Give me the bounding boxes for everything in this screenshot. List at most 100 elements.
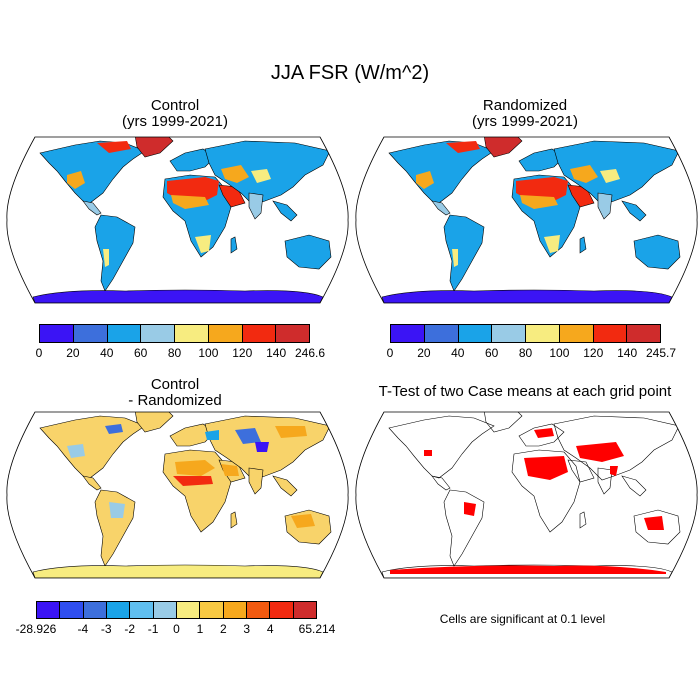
panel-title-difference: Control - Randomized xyxy=(25,377,325,409)
colorbar-tick-label: 3 xyxy=(243,622,251,636)
colorbar-control-labels: 0 20 40 60 80 100 120 140 246.6 xyxy=(35,346,325,362)
figure-title: JJA FSR (W/m^2) xyxy=(270,62,430,84)
australia-outline xyxy=(633,509,681,545)
colorbar-swatch xyxy=(492,325,526,342)
centralAmerica-diff xyxy=(82,475,102,491)
southeast-asia xyxy=(272,200,298,222)
colorbar-swatch xyxy=(627,325,660,342)
colorbar-swatch xyxy=(276,325,309,342)
sw-us-region xyxy=(67,171,85,189)
map-randomized xyxy=(355,136,698,304)
antarctica xyxy=(381,289,673,303)
colorbar-difference xyxy=(36,601,317,619)
india xyxy=(597,192,613,220)
colorbar-tick-label: -2 xyxy=(124,622,135,636)
panel-title-line1: Randomized xyxy=(482,97,568,114)
southAmerica-diff xyxy=(94,489,136,567)
colorbar-swatch xyxy=(270,602,294,618)
colorbar-tick-label: 40 xyxy=(100,346,114,360)
centralAmerica-outline xyxy=(431,475,451,491)
colorbar-swatch xyxy=(242,325,277,342)
india-outline xyxy=(597,467,613,495)
colorbar-swatch xyxy=(130,602,154,618)
tibet-region xyxy=(600,169,620,183)
map-ttest xyxy=(355,411,698,579)
colorbar-tick-label: 100 xyxy=(198,346,219,360)
significance-note: Cells are significant at 0.1 level xyxy=(439,612,606,626)
madagascar xyxy=(230,236,238,254)
colorbar-tick-label: 100 xyxy=(549,346,570,360)
panel-title-ttest: T-Test of two Case means at each grid po… xyxy=(340,384,700,400)
colorbar-randomized xyxy=(390,324,661,343)
kalahari-region xyxy=(544,235,560,253)
colorbar-swatch xyxy=(176,602,201,618)
arctic-region xyxy=(446,141,480,153)
madagascar-outline xyxy=(579,511,587,529)
greenland xyxy=(134,137,174,158)
australia xyxy=(284,234,332,270)
kalahari-region xyxy=(195,235,211,253)
map-control xyxy=(6,136,349,304)
anomaly-patch xyxy=(109,502,125,518)
colorbar-swatch xyxy=(208,325,243,342)
colorbar-tick-label: 120 xyxy=(583,346,604,360)
colorbar-swatch xyxy=(593,325,628,342)
colorbar-tick-label: 40 xyxy=(451,346,465,360)
panel-title-line2: (yrs 1999-2021) xyxy=(122,113,228,130)
asia-outline xyxy=(553,415,680,481)
colorbar-difference-labels: -28.926 -4 -3 -2 -1 0 1 2 3 4 65.214 xyxy=(16,622,336,638)
colorbar-swatch xyxy=(175,325,209,342)
madagascar-diff xyxy=(230,511,238,529)
panel-title-control: Control (yrs 1999-2021) xyxy=(25,98,325,130)
colorbar-tick-label: 80 xyxy=(518,346,533,360)
significant-cells xyxy=(464,502,476,516)
map-outline xyxy=(355,136,698,304)
colorbar-swatch xyxy=(83,602,107,618)
colorbar-swatch xyxy=(37,602,61,618)
india xyxy=(248,192,264,220)
anomaly-patch xyxy=(175,460,215,476)
sahel-region xyxy=(171,195,209,209)
colorbar-swatch xyxy=(223,602,247,618)
antarctica xyxy=(32,289,324,303)
colorbar-swatch xyxy=(73,325,108,342)
colorbar-swatch xyxy=(526,325,560,342)
anomaly-patch xyxy=(275,426,307,438)
map-outline xyxy=(355,411,698,579)
europe-outline xyxy=(518,423,565,447)
colorbar-tick-label: 0 xyxy=(35,346,43,360)
colorbar-swatch xyxy=(200,602,224,618)
central-america xyxy=(431,200,451,216)
colorbar-tick-label: 20 xyxy=(66,346,80,360)
significant-cells xyxy=(424,450,432,456)
central-asia-region xyxy=(221,165,249,183)
colorbar-swatch xyxy=(424,325,459,342)
colorbar-tick-label: 246.6 xyxy=(294,346,326,360)
colorbar-tick-label: -28.926 xyxy=(15,622,57,636)
antarctica-outline xyxy=(381,564,673,578)
anomaly-patch xyxy=(255,442,269,452)
southAmerica-outline xyxy=(443,489,485,567)
colorbar-tick-label: 140 xyxy=(266,346,287,360)
greenland-diff xyxy=(134,412,174,433)
significant-cells xyxy=(610,466,618,476)
antarctica-diff xyxy=(32,564,324,578)
significant-cells xyxy=(390,565,666,574)
colorbar-swatch xyxy=(293,602,316,618)
colorbar-swatch xyxy=(106,602,131,618)
map-outline xyxy=(6,411,349,579)
colorbar-randomized-labels: 0 20 40 60 80 100 120 140 245.7 xyxy=(387,346,676,362)
south-america xyxy=(443,214,485,292)
colorbar-tick-label: 4 xyxy=(266,622,274,636)
map-difference xyxy=(6,411,349,579)
colorbar-tick-label: -3 xyxy=(100,622,112,636)
significant-cells xyxy=(534,428,554,438)
significant-cells xyxy=(644,516,664,530)
greenland xyxy=(483,137,523,158)
colorbar-tick-label: -1 xyxy=(147,622,159,636)
colorbar-swatch xyxy=(153,602,177,618)
atacama-region xyxy=(103,249,109,267)
colorbar-tick-label: 140 xyxy=(617,346,638,360)
significant-cells xyxy=(524,456,568,480)
anomaly-patch xyxy=(235,428,261,444)
